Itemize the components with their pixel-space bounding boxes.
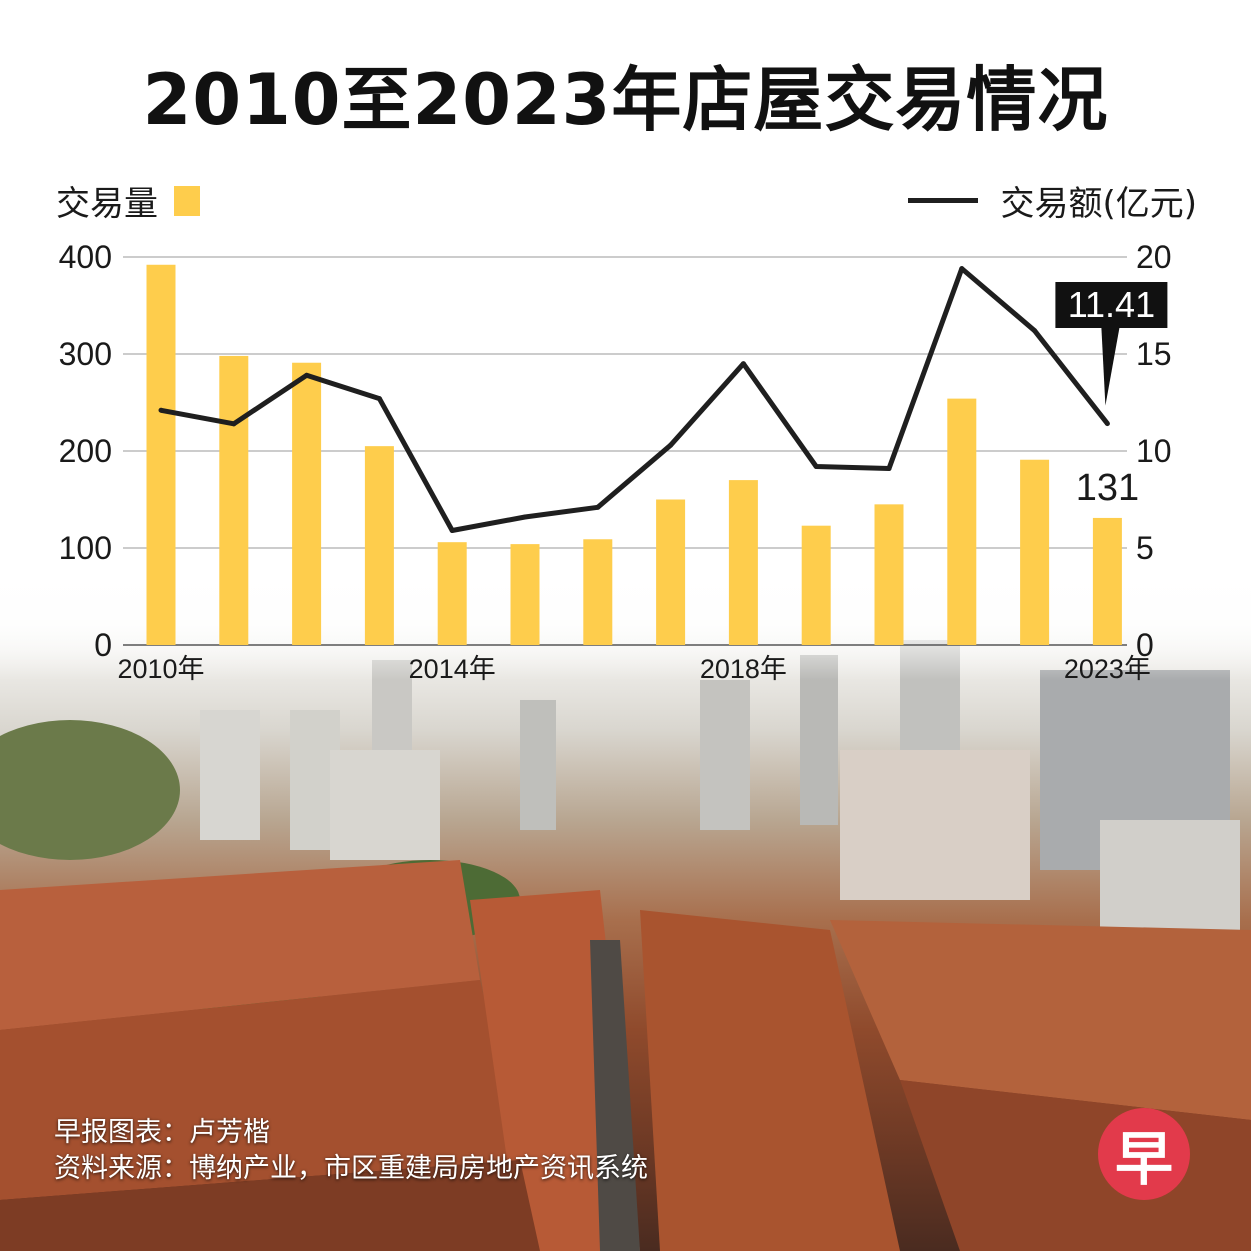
x-tick-label: 2010年 [117, 654, 204, 684]
bar-2022 [1020, 459, 1050, 645]
y-left-tick-label: 100 [59, 530, 112, 566]
value-point-2023年 [1104, 421, 1110, 427]
value-point-2015 [522, 514, 528, 520]
y-right-tick-label: 5 [1136, 530, 1154, 566]
value-point-2016 [595, 504, 601, 510]
callout-pointer [1101, 328, 1120, 406]
credit-source: 资料来源：博纳产业，市区重建局房地产资讯系统 [54, 1153, 648, 1184]
y-right-tick-label: 10 [1136, 433, 1172, 469]
y-left-tick-label: 200 [59, 433, 112, 469]
bar-2018年 [728, 480, 758, 645]
y-left-tick-label: 0 [94, 627, 112, 663]
value-point-2019 [813, 464, 819, 470]
value-point-2013 [376, 396, 382, 402]
value-point-2011 [231, 421, 237, 427]
callout-box [1055, 282, 1168, 328]
legend-value-label: 交易额(亿元) [1000, 184, 1197, 224]
value-point-2010年 [158, 407, 164, 413]
legend-volume: 交易量 [56, 176, 200, 225]
city-skyline-illustration [0, 640, 1251, 1251]
x-tick-label: 2023年 [1064, 654, 1151, 684]
bar-2012 [292, 362, 322, 645]
y-right-tick-label: 0 [1136, 627, 1154, 663]
bar-2015 [510, 544, 540, 645]
x-tick-label: 2014年 [409, 654, 496, 684]
value-line [160, 266, 1110, 533]
chart-area: 0 100 200 300 400 0 5 10 15 20 2010年 2014年 2018年 2023… [59, 239, 1172, 684]
legend-volume-label: 交易量 [56, 184, 158, 224]
zaobao-logo: 早 [1098, 1108, 1190, 1200]
bar-2013 [364, 446, 394, 645]
credit-graphics: 早报图表：卢芳楷 [54, 1117, 270, 1148]
legend-volume-swatch [174, 185, 200, 216]
value-point-2020 [886, 465, 892, 471]
bar-annotation-2023: 131 [1076, 467, 1139, 509]
credits: 早报图表：卢芳楷 资料来源：博纳产业，市区重建局房地产资讯系统 [54, 1115, 648, 1187]
y-right-tick-label: 15 [1136, 336, 1172, 372]
bar-2023年 [1092, 517, 1122, 645]
bar-2016 [583, 539, 613, 645]
bar-2010年 [146, 264, 176, 645]
bar-2019 [801, 525, 831, 645]
value-point-2012 [304, 372, 310, 378]
legend-value-swatch [908, 198, 979, 203]
y-left-tick-label: 400 [59, 239, 112, 275]
bar-2020 [874, 504, 904, 645]
y-right-tick-label: 20 [1136, 239, 1172, 275]
line-annotation-2023: 11.41 [1068, 284, 1155, 325]
bar-2017 [656, 499, 686, 645]
value-point-2022 [1032, 328, 1038, 334]
value-point-2017 [668, 442, 674, 448]
x-tick-label: 2018年 [700, 654, 787, 684]
bar-2014年 [437, 542, 467, 645]
value-point-2018年 [740, 361, 746, 367]
y-left-tick-label: 300 [59, 336, 112, 372]
bar-2021 [947, 398, 977, 645]
value-point-2014年 [449, 528, 455, 534]
value-point-2021 [959, 266, 965, 272]
chart-title: 2010至2023年店屋交易情况 [142, 59, 1109, 141]
legend-value: 交易额(亿元) [908, 176, 1197, 225]
logo-glyph: 早 [1114, 1125, 1173, 1193]
bar-2011 [219, 355, 249, 645]
